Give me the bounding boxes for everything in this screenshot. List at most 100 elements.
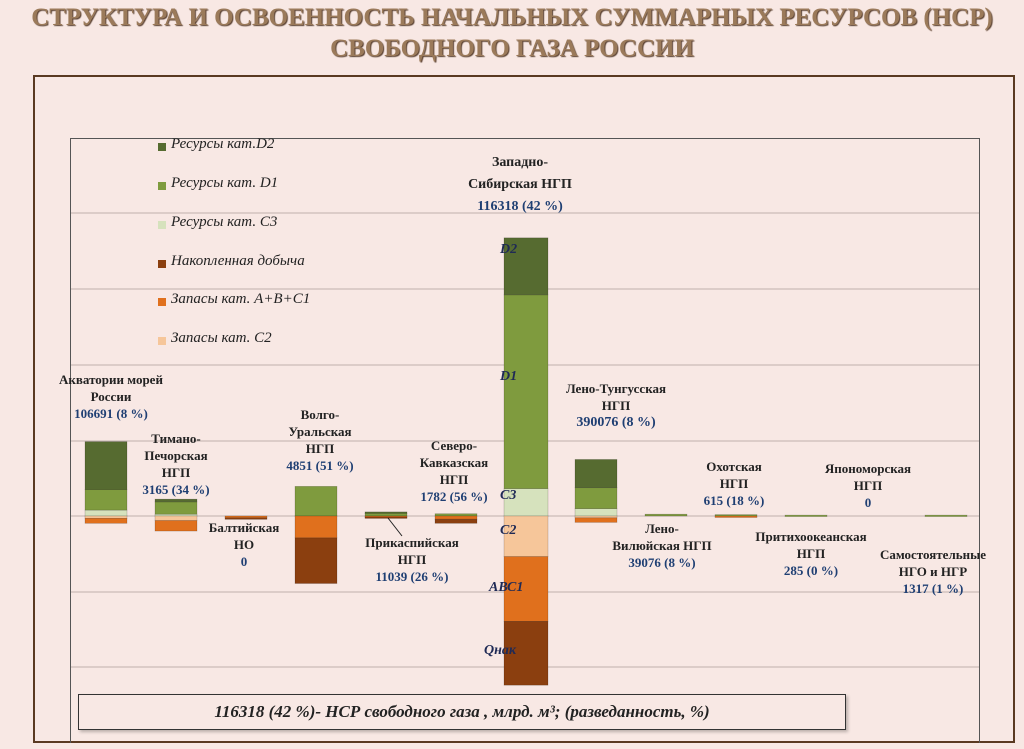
bar-segment-abc1-7 (574, 517, 618, 523)
bar-segment-d2-6 (503, 237, 549, 296)
region-value: 0 (240, 554, 248, 569)
region-name: Прикаспийская НГП (365, 535, 459, 567)
legend-swatch-c3 (158, 221, 166, 229)
region-name: Лено-Вилюйская НГП (612, 521, 712, 553)
region-name: Охотская НГП (706, 459, 762, 491)
bar-segment-d1-0 (84, 489, 128, 511)
region-value: 39076 (8 %) (628, 555, 696, 570)
region-label-prikaspiyskaya: Прикаспийская НГП 11039 (26 %) (352, 534, 472, 585)
bar-segment-d1-8 (644, 513, 688, 517)
region-name: Западно-Сибирская НГП (468, 155, 572, 192)
segment-label-c2: С2 (500, 523, 517, 538)
region-label-timano-pechorskaya: Тимано-Печорская НГП 3165 (34 %) (134, 430, 218, 498)
footer-text: 116318 (42 %)- НСР свободного газа , млр… (214, 702, 710, 721)
region-value: 615 (18 %) (703, 493, 765, 508)
bar-segment-d2-7 (574, 459, 618, 489)
legend-label-d2: Ресурсы кат.D2 (171, 136, 275, 152)
bar-segment-d1-5 (434, 513, 478, 517)
region-label-volgo-uralskaya: Волго-Уральская НГП 4851 (51 %) (276, 406, 364, 474)
legend-label-c2: Запасы кат. С2 (171, 330, 272, 346)
legend-label-abc1: Запасы кат. А+В+С1 (171, 291, 311, 307)
bar-segment-q-4 (364, 516, 408, 519)
legend-item-c3: Ресурсы кат. С3 (156, 214, 356, 234)
leader-line (387, 517, 403, 537)
bar-segment-d2-1 (154, 498, 198, 503)
bar-segment-q-5 (434, 518, 478, 524)
region-label-samostoyatelnye: Самостоятельные НГО и НГР 1317 (1 %) (868, 546, 998, 597)
legend-swatch-c2 (158, 337, 166, 345)
legend-swatch-abc1 (158, 298, 166, 306)
region-name: Лено-Тунгусская НГП (565, 381, 667, 413)
region-name: Балтийская НО (208, 520, 280, 552)
bar-segment-d1-3 (294, 486, 338, 517)
bar-segment-c3-7 (574, 508, 618, 517)
region-name: Акватории морей России (59, 372, 163, 404)
legend-item-c2: Запасы кат. С2 (156, 330, 356, 350)
plot-area (70, 138, 980, 743)
chart-frame (33, 75, 1015, 743)
legend-swatch-d1 (158, 182, 166, 190)
bar-segment-d1-12 (924, 514, 968, 517)
region-value: 1317 (1 %) (902, 581, 964, 596)
segment-label-c3: С3 (500, 488, 517, 503)
segment-label-d1: D1 (500, 369, 518, 384)
region-value: 116318 (42 %) (477, 199, 563, 214)
bar-segment-q-3 (294, 537, 338, 584)
bar-segment-abc1-1 (154, 520, 198, 532)
region-name: Северо-Кавказская НГП (419, 438, 489, 487)
bar-segment-d2-4 (364, 511, 408, 514)
legend-item-q: Накопленная добыча (156, 253, 356, 273)
bar-segment-c2-6 (503, 515, 549, 557)
bar-segment-d1-6 (503, 294, 549, 489)
bar-segment-q-2 (224, 517, 268, 520)
bar-segment-c2-1 (154, 515, 198, 521)
legend-swatch-d2 (158, 143, 166, 151)
bar-segment-q-6 (503, 621, 549, 686)
bar-segment-abc1-6 (503, 556, 549, 622)
region-name: Самостоятельные НГО и НГР (879, 547, 987, 579)
legend-item-abc1: Запасы кат. А+В+С1 (156, 291, 356, 311)
region-value: 390076 (8 %) (576, 415, 656, 430)
bar-segment-abc1-9 (714, 515, 758, 518)
bar-segment-c3-0 (84, 509, 128, 517)
region-value: 285 (0 %) (783, 563, 839, 578)
bar-segment-abc1-5 (434, 515, 478, 520)
region-label-pritikhookeanskaya: Притихоокеанская НГП 285 (0 %) (744, 528, 878, 579)
region-label-severo-kavkazskaya: Северо-Кавказская НГП 1782 (56 %) (410, 437, 498, 505)
region-value: 4851 (51 %) (286, 458, 354, 473)
bar-segment-d1-10 (784, 514, 828, 517)
bar-segment-d2-0 (84, 441, 128, 490)
legend-label-c3: Ресурсы кат. С3 (171, 214, 278, 230)
region-label-baltiyskaya: Балтийская НО 0 (200, 519, 288, 570)
region-value: 0 (864, 495, 872, 510)
region-value: 106691 (8 %) (74, 406, 148, 421)
region-label-zapadno-sibirskaya: Западно-Сибирская НГП 116318 (42 %) (460, 152, 580, 218)
region-value: 1782 (56 %) (420, 489, 488, 504)
region-label-yaponomorskaya: Япономорская НГП 0 (810, 460, 926, 511)
bar-segment-abc1-0 (84, 517, 128, 524)
region-name: Притихоокеанская НГП (755, 529, 867, 561)
footer-caption: 116318 (42 %)- НСР свободного газа , млр… (78, 694, 846, 730)
region-name: Япономорская НГП (824, 461, 912, 493)
page-title-line-1: СТРУКТУРА И ОСВОЕННОСТЬ НАЧАЛЬНЫХ СУММАР… (31, 4, 993, 31)
legend-label-q: Накопленная добыча (171, 253, 305, 269)
bar-segment-d1-7 (574, 487, 618, 510)
page-title-line-2: СВОБОДНОГО ГАЗА РОССИИ (330, 35, 694, 62)
legend-swatch-q (158, 260, 166, 268)
segment-label-abc1: АВС1 (489, 580, 524, 595)
segment-label-d2: D2 (500, 242, 518, 257)
region-value: 11039 (26 %) (375, 569, 449, 584)
bar-segment-abc1-3 (294, 515, 338, 539)
region-name: Волго-Уральская НГП (288, 407, 352, 456)
region-value: 3165 (34 %) (142, 482, 210, 497)
legend-label-d1: Ресурсы кат. D1 (171, 175, 279, 191)
bar-segment-d1-1 (154, 501, 198, 515)
legend-item-d2: Ресурсы кат.D2 (156, 136, 356, 156)
region-label-akvatorii: Акватории морей России 106691 (8 %) (56, 371, 166, 422)
region-name: Тимано-Печорская НГП (144, 431, 208, 480)
region-label-okhotskaya: Охотская НГП 615 (18 %) (692, 458, 776, 509)
bar-segment-c2-0 (84, 515, 128, 519)
legend-item-d1: Ресурсы кат. D1 (156, 175, 356, 195)
page-title: СТРУКТУРА И ОСВОЕННОСТЬ НАЧАЛЬНЫХ СУММАР… (0, 2, 1024, 64)
